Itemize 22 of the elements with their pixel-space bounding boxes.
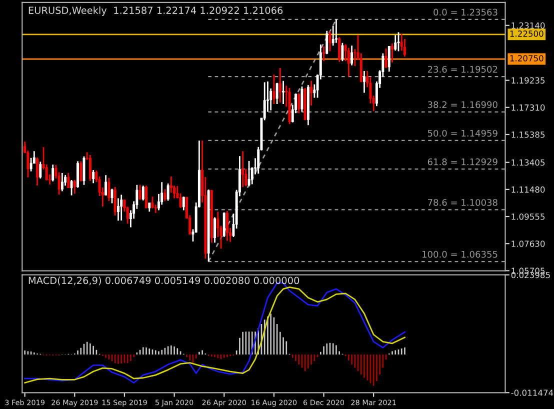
y-tick-label: 1.15385 [512, 131, 545, 138]
y-tick-label: 1.19235 [512, 77, 545, 84]
ref-line-label: 78.6 = 1.10038 [428, 199, 498, 206]
ref-line-label: 23.6 = 1.19502 [428, 66, 498, 73]
y-tick-label: 1.11480 [512, 186, 545, 193]
y-tick-label: 1.23140 [512, 22, 545, 29]
y-tick-label: 1.09555 [512, 214, 545, 220]
ref-line-label: 100.0 = 1.06355 [422, 250, 498, 258]
ref-line-label: 38.2 = 1.16990 [428, 101, 498, 108]
y-tick-label: 0.023985 [511, 272, 550, 278]
y-tick-label: 1.07630 [512, 240, 545, 247]
chart-title: EURUSD,Weekly 1.21587 1.22174 1.20922 1.21066 [28, 6, 283, 16]
ref-line-label: 0.0 = 1.23563 [434, 8, 498, 16]
y-tick-label: -0.011474 [511, 390, 554, 396]
ref-line-label: 50.0 = 1.14959 [428, 130, 498, 137]
chart-title: MACD(12,26,9) 0.006749 0.005149 0.002080 0.000000 [28, 276, 300, 286]
y-tick-label: 1.17310 [512, 104, 545, 111]
ref-line-label: 1.22500 [510, 30, 544, 37]
ref-line-label: 61.8 = 1.12929 [428, 158, 498, 166]
ref-line-label: 1.20750 [510, 55, 544, 62]
y-tick-label: 1.05705 [512, 268, 545, 274]
y-tick-label: 1.13405 [512, 159, 545, 166]
